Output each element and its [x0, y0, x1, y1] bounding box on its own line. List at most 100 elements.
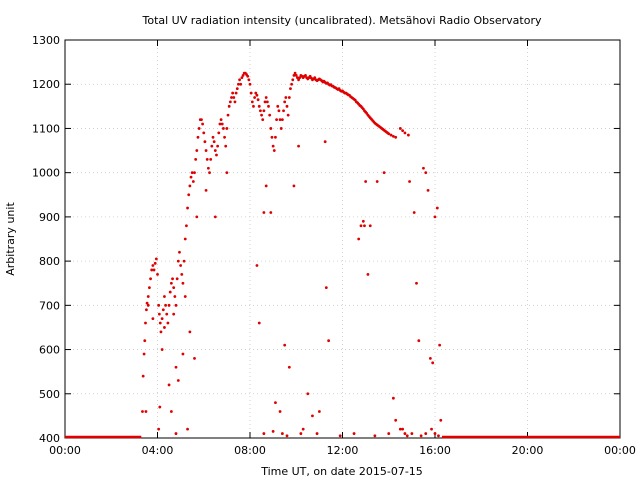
- data-point: [284, 96, 288, 99]
- data-point: [338, 434, 342, 438]
- data-point: [246, 74, 250, 78]
- data-point: [206, 166, 210, 170]
- data-point: [193, 171, 196, 175]
- data-point: [391, 396, 395, 400]
- data-point: [357, 237, 361, 241]
- data-point: [167, 383, 171, 387]
- data-point: [183, 295, 187, 298]
- data-point: [183, 237, 187, 241]
- data-point: [188, 330, 192, 334]
- x-tick-label: 20:00: [512, 444, 544, 457]
- data-point: [293, 71, 297, 75]
- data-point: [188, 184, 192, 188]
- data-point: [151, 317, 155, 320]
- x-tick-label: 16:00: [419, 444, 451, 457]
- data-point: [174, 303, 178, 307]
- data-point: [190, 171, 194, 175]
- axis-ticks: 400 500 600 700 800 900 1000 1100 1200 1300 00:00 0…: [32, 34, 636, 457]
- data-point: [294, 73, 298, 77]
- data-point: [146, 303, 150, 307]
- data-point: [403, 432, 407, 435]
- data-point: [408, 180, 411, 183]
- data-point: [226, 113, 230, 117]
- data-point: [269, 211, 273, 214]
- data-point: [141, 410, 144, 413]
- y-axis-label: Arbitrary unit: [4, 202, 17, 276]
- data-point: [193, 357, 196, 360]
- data-point: [191, 180, 195, 183]
- data-point: [428, 357, 432, 360]
- data-point: [153, 261, 157, 265]
- data-point: [151, 264, 155, 267]
- data-point: [252, 104, 255, 108]
- data-point: [180, 272, 184, 276]
- data-point: [233, 100, 237, 104]
- data-point: [200, 118, 203, 121]
- data-point: [219, 118, 223, 121]
- data-point: [225, 127, 229, 130]
- data-point: [181, 352, 185, 356]
- data-point: [208, 171, 211, 175]
- data-point: [145, 308, 148, 312]
- y-tick-label: 700: [39, 299, 60, 312]
- data-point: [220, 122, 224, 126]
- data-point: [265, 100, 269, 104]
- data-point: [437, 434, 440, 438]
- data-point: [195, 149, 199, 152]
- data-point: [176, 259, 180, 263]
- data-point: [159, 330, 163, 334]
- data-point: [257, 104, 261, 108]
- data-point: [157, 303, 161, 307]
- data-point: [257, 321, 261, 325]
- data-point: [145, 301, 149, 305]
- data-point: [268, 113, 272, 117]
- data-point: [271, 144, 275, 148]
- data-point: [394, 418, 398, 422]
- data-point: [430, 427, 433, 431]
- data-point: [160, 317, 164, 320]
- data-point: [166, 321, 170, 325]
- data-point: [306, 392, 310, 396]
- data-point: [178, 250, 181, 254]
- data-point: [264, 96, 268, 99]
- data-point: [262, 432, 266, 435]
- y-tick-label: 600: [39, 344, 60, 357]
- data-point: [391, 135, 395, 138]
- data-point: [163, 295, 166, 298]
- data-point: [232, 96, 236, 99]
- data-point: [202, 131, 206, 135]
- data-points: [65, 71, 620, 439]
- data-point: [261, 118, 265, 121]
- data-point: [157, 427, 161, 431]
- data-point: [160, 348, 164, 351]
- data-point: [364, 180, 368, 183]
- data-point: [195, 215, 199, 219]
- data-point: [197, 127, 201, 130]
- data-point: [270, 135, 274, 139]
- chart-title: Total UV radiation intensity (uncalibrat…: [142, 14, 542, 27]
- data-point: [186, 427, 189, 431]
- data-point: [401, 129, 405, 133]
- data-point: [163, 326, 166, 329]
- data-point: [179, 264, 183, 267]
- data-point: [285, 434, 289, 438]
- y-tick-label: 1200: [32, 78, 60, 91]
- data-point: [234, 91, 238, 95]
- data-point: [172, 286, 176, 290]
- data-point: [282, 109, 285, 113]
- data-point: [143, 339, 147, 343]
- data-point: [401, 427, 405, 431]
- data-point: [176, 379, 180, 382]
- x-tick-label: 08:00: [234, 444, 266, 457]
- data-point: [172, 312, 176, 316]
- data-point: [169, 410, 173, 413]
- data-point: [435, 206, 439, 210]
- data-point: [260, 113, 263, 117]
- data-point: [216, 144, 220, 148]
- data-point: [297, 78, 300, 82]
- data-point: [174, 432, 178, 435]
- data-point: [283, 100, 287, 104]
- data-point: [405, 434, 409, 438]
- y-tick-label: 1300: [32, 34, 60, 47]
- data-point: [264, 184, 268, 188]
